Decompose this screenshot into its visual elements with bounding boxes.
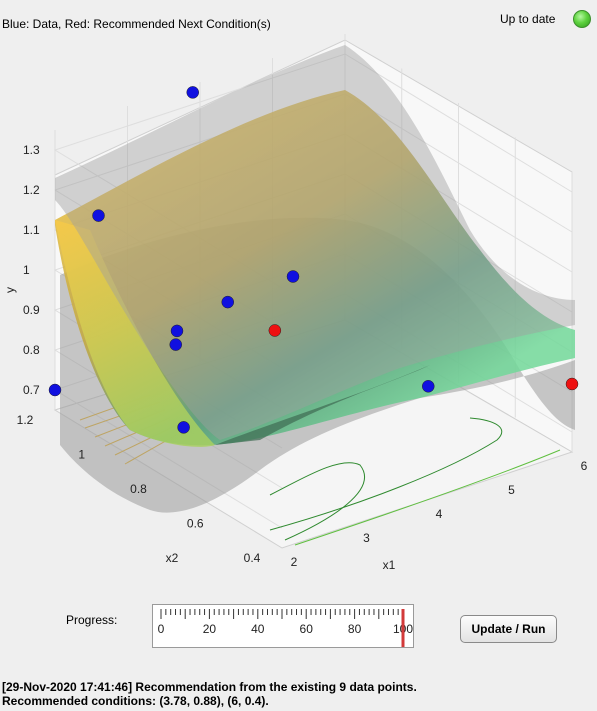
gauge-tick-label: 60 [300, 622, 314, 636]
z-tick-label: 0.7 [23, 383, 40, 397]
recommended-point [565, 377, 579, 391]
data-point [286, 270, 300, 283]
recommended-point [268, 324, 282, 337]
x1-tick-label: 5 [508, 483, 515, 497]
z-tick-label: 1.1 [23, 223, 40, 237]
data-point [170, 324, 184, 338]
gauge-tick-label: 20 [203, 622, 217, 636]
data-point [92, 209, 105, 222]
log-line-2: Recommended conditions: (3.78, 0.88), (6… [2, 694, 269, 708]
status-label: Up to date [500, 12, 556, 26]
x2-tick-label: 1 [78, 448, 85, 462]
x1-tick-label: 3 [363, 531, 370, 545]
mean-surface [55, 90, 575, 446]
surface-plot[interactable]: 0.7 0.8 0.9 1 1.1 1.2 1.3 0.4 0.6 0.8 1 1.2 2 3 4 5 6 y x2… [0, 30, 597, 590]
update-run-button[interactable]: Update / Run [460, 615, 557, 643]
z-tick-label: 1.2 [23, 183, 40, 197]
progress-label: Progress: [66, 613, 118, 627]
x2-tick-label: 1.2 [17, 413, 34, 427]
surface-shadow [215, 365, 430, 445]
x2-tick-label: 0.6 [187, 517, 204, 531]
z-tick-label: 0.9 [23, 303, 40, 317]
data-point [221, 295, 234, 309]
gauge-tick-label: 0 [158, 622, 165, 636]
x1-tick-label: 2 [291, 555, 298, 569]
z-tick-label: 0.8 [23, 343, 40, 357]
axis-labels: 0.7 0.8 0.9 1 1.1 1.2 1.3 0.4 0.6 0.8 1 1.2 2 3 4 5 6 y x2… [3, 143, 588, 572]
gauge-tick-label: 80 [348, 622, 362, 636]
plot-title: Blue: Data, Red: Recommended Next Condit… [2, 17, 271, 31]
data-point [48, 383, 62, 397]
data-point [169, 338, 182, 351]
x1-axis-label: x1 [383, 558, 396, 572]
status-lamp [573, 10, 591, 28]
gauge-needle [401, 609, 405, 647]
progress-gauge: 020406080100 [152, 604, 414, 648]
y-axis-label: y [3, 287, 17, 293]
progress-scale: 020406080100 [158, 609, 413, 647]
data-points [48, 86, 579, 434]
x2-tick-label: 0.4 [244, 551, 261, 565]
x2-axis-label: x2 [166, 551, 179, 565]
data-point [177, 421, 190, 434]
x2-tick-label: 0.8 [130, 482, 147, 496]
data-point [186, 86, 199, 99]
data-point [422, 380, 435, 393]
x1-tick-label: 4 [436, 507, 443, 521]
z-tick-label: 1 [23, 263, 30, 277]
gauge-tick-label: 40 [251, 622, 265, 636]
log-line-1: [29-Nov-2020 17:41:46] Recommendation fr… [2, 680, 417, 694]
mean-surface-front [55, 220, 215, 447]
upper-surface [55, 45, 575, 440]
x1-tick-label: 6 [581, 459, 588, 473]
z-tick-label: 1.3 [23, 143, 40, 157]
